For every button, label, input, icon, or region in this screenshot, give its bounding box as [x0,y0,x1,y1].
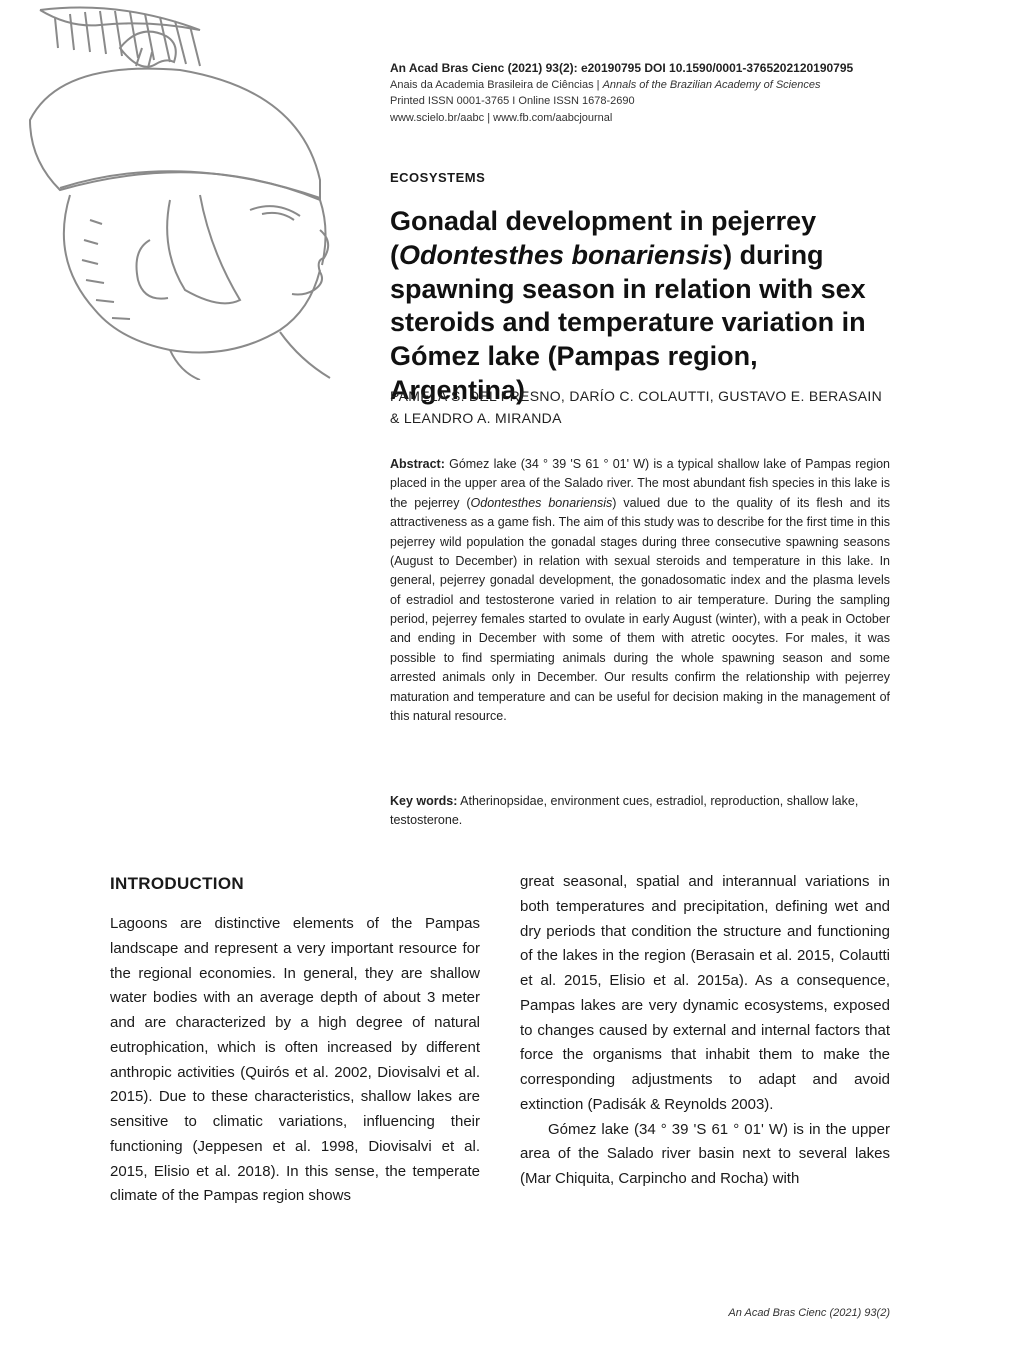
introduction-heading: INTRODUCTION [110,870,480,898]
intro-para-1: Lagoons are distinctive elements of the … [110,912,480,1209]
article-title: Gonadal development in pejerrey (Odontes… [390,205,890,408]
title-species-italic: Odontesthes bonariensis [399,240,723,270]
issn-line: Printed ISSN 0001-3765 I Online ISSN 167… [390,93,900,110]
keywords-text: Atherinopsidae, environment cues, estrad… [390,794,858,827]
keywords: Key words: Atherinopsidae, environment c… [390,792,890,830]
abstract-species-italic: Odontesthes bonariensis [471,496,613,510]
journal-header: An Acad Bras Cienc (2021) 93(2): e201907… [390,60,900,126]
journal-name-en: Annals of the Brazilian Academy of Scien… [603,79,821,91]
intro-para-1-cont: great seasonal, spatial and interannual … [520,870,890,1118]
journal-name-pt: Anais da Academia Brasileira de Ciências [390,79,594,91]
keywords-label: Key words: [390,794,457,808]
body-col-left: INTRODUCTION Lagoons are distinctive ele… [110,870,480,1209]
abstract-post: ) valued due to the quality of its flesh… [390,496,890,723]
authors: PAMELA S. DEL FRESNO, DARÍO C. COLAUTTI,… [390,385,890,430]
body-columns: INTRODUCTION Lagoons are distinctive ele… [110,870,890,1209]
abstract-label: Abstract: [390,457,445,471]
citation-line: An Acad Bras Cienc (2021) 93(2): e201907… [390,60,900,77]
section-label: ECOSYSTEMS [390,170,485,185]
abstract: Abstract: Gómez lake (34 ° 39 'S 61 ° 01… [390,455,890,726]
body-col-right: great seasonal, spatial and interannual … [520,870,890,1209]
urls-line: www.scielo.br/aabc | www.fb.com/aabcjour… [390,110,900,127]
running-footer: An Acad Bras Cienc (2021) 93(2) [728,1307,890,1319]
journal-logo [0,0,360,380]
journal-names: Anais da Academia Brasileira de Ciências… [390,77,900,94]
intro-para-2: Gómez lake (34 ° 39 'S 61 ° 01' W) is in… [520,1118,890,1192]
